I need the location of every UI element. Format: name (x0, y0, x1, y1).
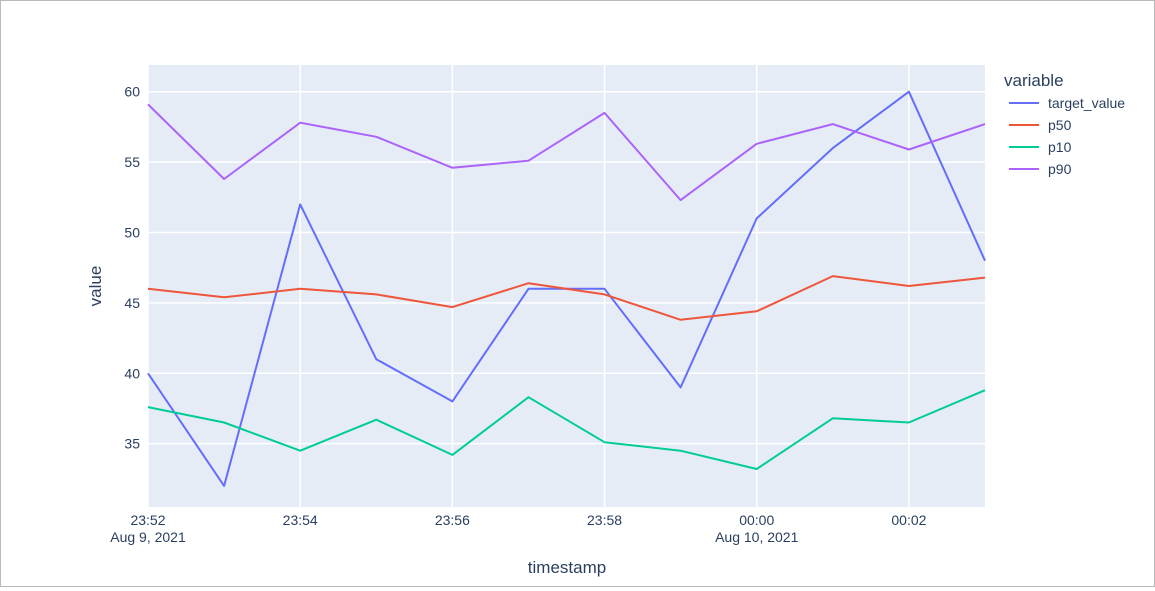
x-axis-title: timestamp (528, 558, 606, 577)
x-tick-label: 23:58 (587, 512, 622, 528)
y-tick-label: 60 (124, 84, 140, 100)
legend: variable target_value p50 p10 p90 (1004, 71, 1125, 177)
y-axis-title: value (86, 266, 105, 307)
y-tick-label: 50 (124, 225, 140, 241)
x-tick-label: 23:56 (435, 512, 470, 528)
y-tick-label: 55 (124, 154, 140, 170)
x-tick-label: 00:00 (739, 512, 774, 528)
y-tick-label: 35 (124, 436, 140, 452)
x-tick-label: 23:54 (283, 512, 318, 528)
x-tick-date-label: Aug 9, 2021 (110, 529, 186, 545)
legend-item-label: p10 (1048, 139, 1072, 155)
legend-item-label: p90 (1048, 161, 1072, 177)
x-tick-label: 00:02 (891, 512, 926, 528)
series-line-p10 (147, 389, 986, 470)
y-tick-label: 40 (124, 365, 140, 381)
gridlines (147, 65, 985, 507)
legend-item-label: p50 (1048, 117, 1072, 133)
x-tick-date-label: Aug 10, 2021 (715, 529, 799, 545)
y-axis-ticks: 35 40 45 50 55 60 (124, 84, 140, 452)
legend-item-label: target_value (1048, 95, 1125, 111)
series-lines (147, 90, 986, 487)
series-line-p50 (147, 275, 986, 321)
series-line-p90 (147, 103, 986, 202)
legend-title: variable (1004, 71, 1064, 90)
x-tick-label: 23:52 (130, 512, 165, 528)
y-tick-label: 45 (124, 295, 140, 311)
